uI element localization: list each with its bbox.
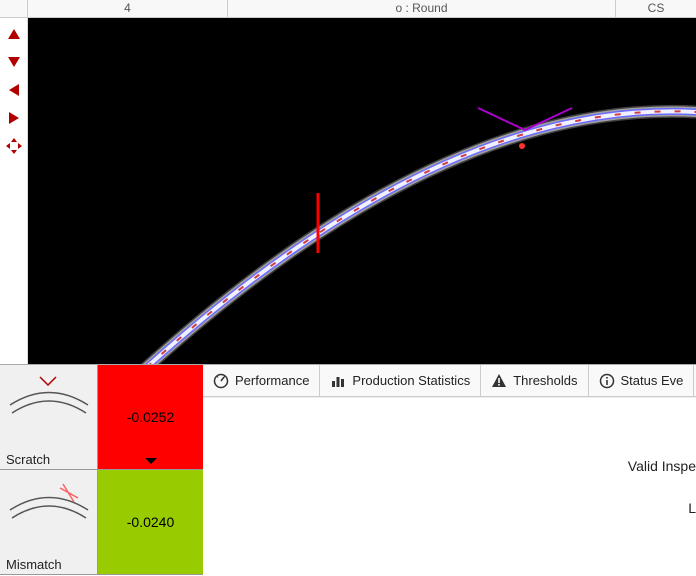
result-thumb-scratch[interactable]: Scratch [0, 365, 98, 469]
top-header: 4 o : Round CS [0, 0, 696, 18]
result-row-scratch: Scratch -0.0252 [0, 365, 203, 470]
warning-icon [491, 373, 507, 389]
nav-left-button[interactable] [4, 80, 24, 100]
tab-performance[interactable]: Performance [203, 365, 320, 396]
bar-chart-icon [330, 373, 346, 389]
arrow-down-icon [6, 55, 22, 69]
tab-label: Thresholds [513, 373, 577, 388]
chevron-down-icon [144, 457, 158, 465]
header-col-1: 4 [28, 0, 228, 17]
result-value-text: -0.0240 [127, 514, 174, 530]
results-column: Scratch -0.0252 Mism [0, 365, 203, 576]
arrow-right-icon [7, 110, 21, 126]
tab-production-stats[interactable]: Production Statistics [320, 365, 481, 396]
arrow-left-icon [7, 82, 21, 98]
nav-right-button[interactable] [4, 108, 24, 128]
tab-status-events[interactable]: Status Eve [589, 365, 695, 396]
status-line-1: Valid Inspe [628, 458, 696, 474]
arrows-center-icon [5, 137, 23, 155]
result-thumb-mismatch[interactable]: Mismatch [0, 470, 98, 574]
header-spacer [0, 0, 28, 17]
tab-content: Valid Inspe L [203, 397, 696, 576]
tabs-panel: Performance Production Statistics [203, 365, 696, 576]
result-value-scratch[interactable]: -0.0252 [98, 365, 203, 469]
image-viewer[interactable] [28, 18, 696, 364]
gauge-icon [213, 373, 229, 389]
tab-thresholds[interactable]: Thresholds [481, 365, 588, 396]
nav-center-button[interactable] [4, 136, 24, 156]
header-col-3: CS [616, 0, 696, 17]
inspection-curve [28, 18, 696, 364]
arrow-up-icon [6, 27, 22, 41]
result-row-mismatch: Mismatch -0.0240 [0, 470, 203, 575]
nav-up-button[interactable] [4, 24, 24, 44]
nav-column [0, 18, 28, 364]
tab-label: Performance [235, 373, 309, 388]
tab-bar: Performance Production Statistics [203, 365, 696, 397]
info-icon [599, 373, 615, 389]
tab-label: Production Statistics [352, 373, 470, 388]
status-text-block: Valid Inspe L [628, 458, 696, 516]
tab-label: Status Eve [621, 373, 684, 388]
result-label: Scratch [6, 452, 50, 467]
header-col-2: o : Round [228, 0, 616, 17]
status-line-2: L [628, 500, 696, 516]
result-label: Mismatch [6, 557, 62, 572]
result-value-text: -0.0252 [127, 409, 174, 425]
nav-down-button[interactable] [4, 52, 24, 72]
result-value-mismatch[interactable]: -0.0240 [98, 470, 203, 574]
